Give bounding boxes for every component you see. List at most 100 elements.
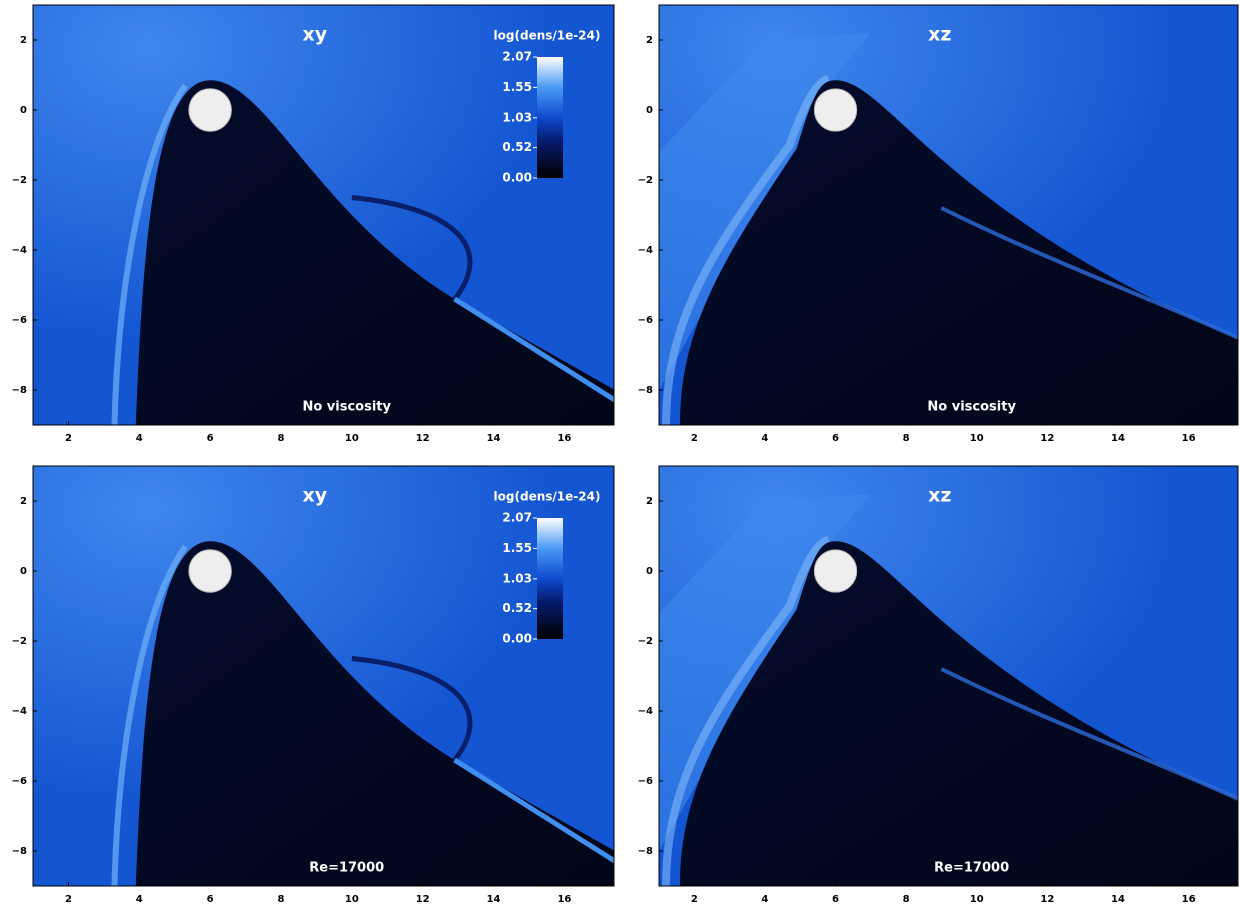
y-tick-label: −6 (12, 315, 27, 326)
annotation: Re=17000 (309, 861, 384, 876)
y-tick-label: 2 (646, 496, 653, 507)
y-tick-label: −4 (638, 706, 653, 717)
x-tick-label: 8 (278, 433, 285, 444)
x-tick-label: 4 (761, 433, 768, 444)
trail (940, 206, 1238, 341)
wake (135, 80, 614, 425)
panel-title: xy (302, 485, 327, 507)
y-tick-label: −4 (12, 245, 27, 256)
sphere (813, 88, 858, 132)
x-tick-label: 14 (487, 894, 501, 905)
x-tick-label: 10 (345, 894, 359, 905)
x-tick-label: 6 (207, 433, 214, 444)
sphere (188, 88, 232, 132)
x-tick-label: 8 (278, 894, 285, 905)
panel: 2 4 6 8 10 12 14 16 −8 −6 −4 −2 0 2 xy No viscosity log(… (12, 4, 615, 444)
x-tick-label: 14 (1111, 894, 1125, 905)
y-tick-label: 0 (20, 566, 27, 577)
inner-shock (351, 195, 473, 301)
panel-title: xy (302, 24, 327, 46)
plot-area (659, 466, 1238, 886)
bow-shock (662, 74, 831, 425)
trail (453, 757, 614, 864)
bright-band (659, 33, 871, 390)
bow-shock (111, 83, 188, 425)
x-tick-label: 12 (1040, 894, 1054, 905)
x-tick-label: 16 (1182, 894, 1196, 905)
colorbar-tick-label: 2.07 (502, 511, 532, 525)
x-tick-label: 6 (832, 433, 839, 444)
y-tick-label: −8 (12, 385, 27, 396)
panel: 2 4 6 8 10 12 14 16 −8 −6 −4 −2 0 2 xz Re=17000 (638, 465, 1239, 905)
frame (32, 465, 615, 887)
x-tick-label: 2 (691, 433, 698, 444)
frame (658, 465, 1239, 887)
x-tick-label: 2 (65, 894, 72, 905)
y-tick-label: −2 (638, 175, 653, 186)
y-tick-label: −2 (12, 175, 27, 186)
y-tick-label: 2 (646, 35, 653, 46)
x-tick-label: 6 (207, 894, 214, 905)
y-tick-label: −4 (638, 245, 653, 256)
x-tick-label: 4 (136, 894, 143, 905)
x-tick-label: 2 (65, 433, 72, 444)
x-tick-label: 10 (970, 433, 984, 444)
x-tick-label: 4 (136, 433, 143, 444)
panel: 2 4 6 8 10 12 14 16 −8 −6 −4 −2 0 2 xz No viscosity (638, 4, 1239, 444)
x-tick-label: 12 (416, 894, 430, 905)
x-tick-label: 16 (557, 433, 571, 444)
panel-title: xz (928, 485, 951, 507)
y-tick-label: −8 (638, 385, 653, 396)
y-tick-label: −6 (12, 776, 27, 787)
colorbar-tick-label: 0.52 (502, 140, 532, 154)
colorbar-tick-label: 1.55 (502, 80, 532, 94)
y-tick-label: −6 (638, 315, 653, 326)
colorbar-label: log(dens/1e-24) (494, 490, 601, 504)
sphere (813, 549, 858, 593)
colorbar-tick-label: 0.52 (502, 601, 532, 615)
wake (135, 541, 614, 886)
y-tick-label: −6 (638, 776, 653, 787)
trail (940, 667, 1238, 802)
x-tick-label: 16 (1182, 433, 1196, 444)
colorbar-tick-label: 1.03 (502, 571, 532, 585)
x-tick-label: 12 (416, 433, 430, 444)
colorbar-tick-label: 2.07 (502, 50, 532, 64)
colorbar-tick-label: 0.00 (502, 171, 532, 185)
x-tick-label: 16 (557, 894, 571, 905)
x-tick-label: 12 (1040, 433, 1054, 444)
y-tick-label: 0 (646, 566, 653, 577)
colorbar (537, 518, 563, 639)
x-tick-label: 14 (487, 433, 501, 444)
panel-title: xz (928, 24, 951, 46)
bow-shock (662, 535, 831, 886)
x-tick-label: 10 (970, 894, 984, 905)
y-tick-label: 2 (20, 496, 27, 507)
annotation: No viscosity (927, 400, 1016, 415)
x-tick-label: 4 (761, 894, 768, 905)
trail (453, 296, 614, 403)
y-tick-label: −8 (638, 846, 653, 857)
sphere (188, 549, 232, 593)
y-tick-label: 2 (20, 35, 27, 46)
wake (680, 80, 1238, 425)
plot-area (33, 466, 614, 886)
annotation: No viscosity (302, 400, 391, 415)
bow-shock (111, 544, 188, 886)
x-tick-label: 2 (691, 894, 698, 905)
colorbar-label: log(dens/1e-24) (494, 29, 601, 43)
colorbar (537, 57, 563, 178)
x-tick-label: 10 (345, 433, 359, 444)
x-tick-label: 14 (1111, 433, 1125, 444)
panel: 2 4 6 8 10 12 14 16 −8 −6 −4 −2 0 2 xy Re=17000 log(dens… (12, 465, 615, 905)
y-tick-label: 0 (646, 105, 653, 116)
x-tick-label: 6 (832, 894, 839, 905)
x-tick-label: 8 (903, 433, 910, 444)
inner-shock (351, 656, 473, 762)
colorbar-tick-label: 1.03 (502, 110, 532, 124)
x-tick-label: 8 (903, 894, 910, 905)
wake (680, 541, 1238, 886)
y-tick-label: −2 (638, 636, 653, 647)
plot-area (659, 5, 1238, 425)
y-tick-label: −8 (12, 846, 27, 857)
